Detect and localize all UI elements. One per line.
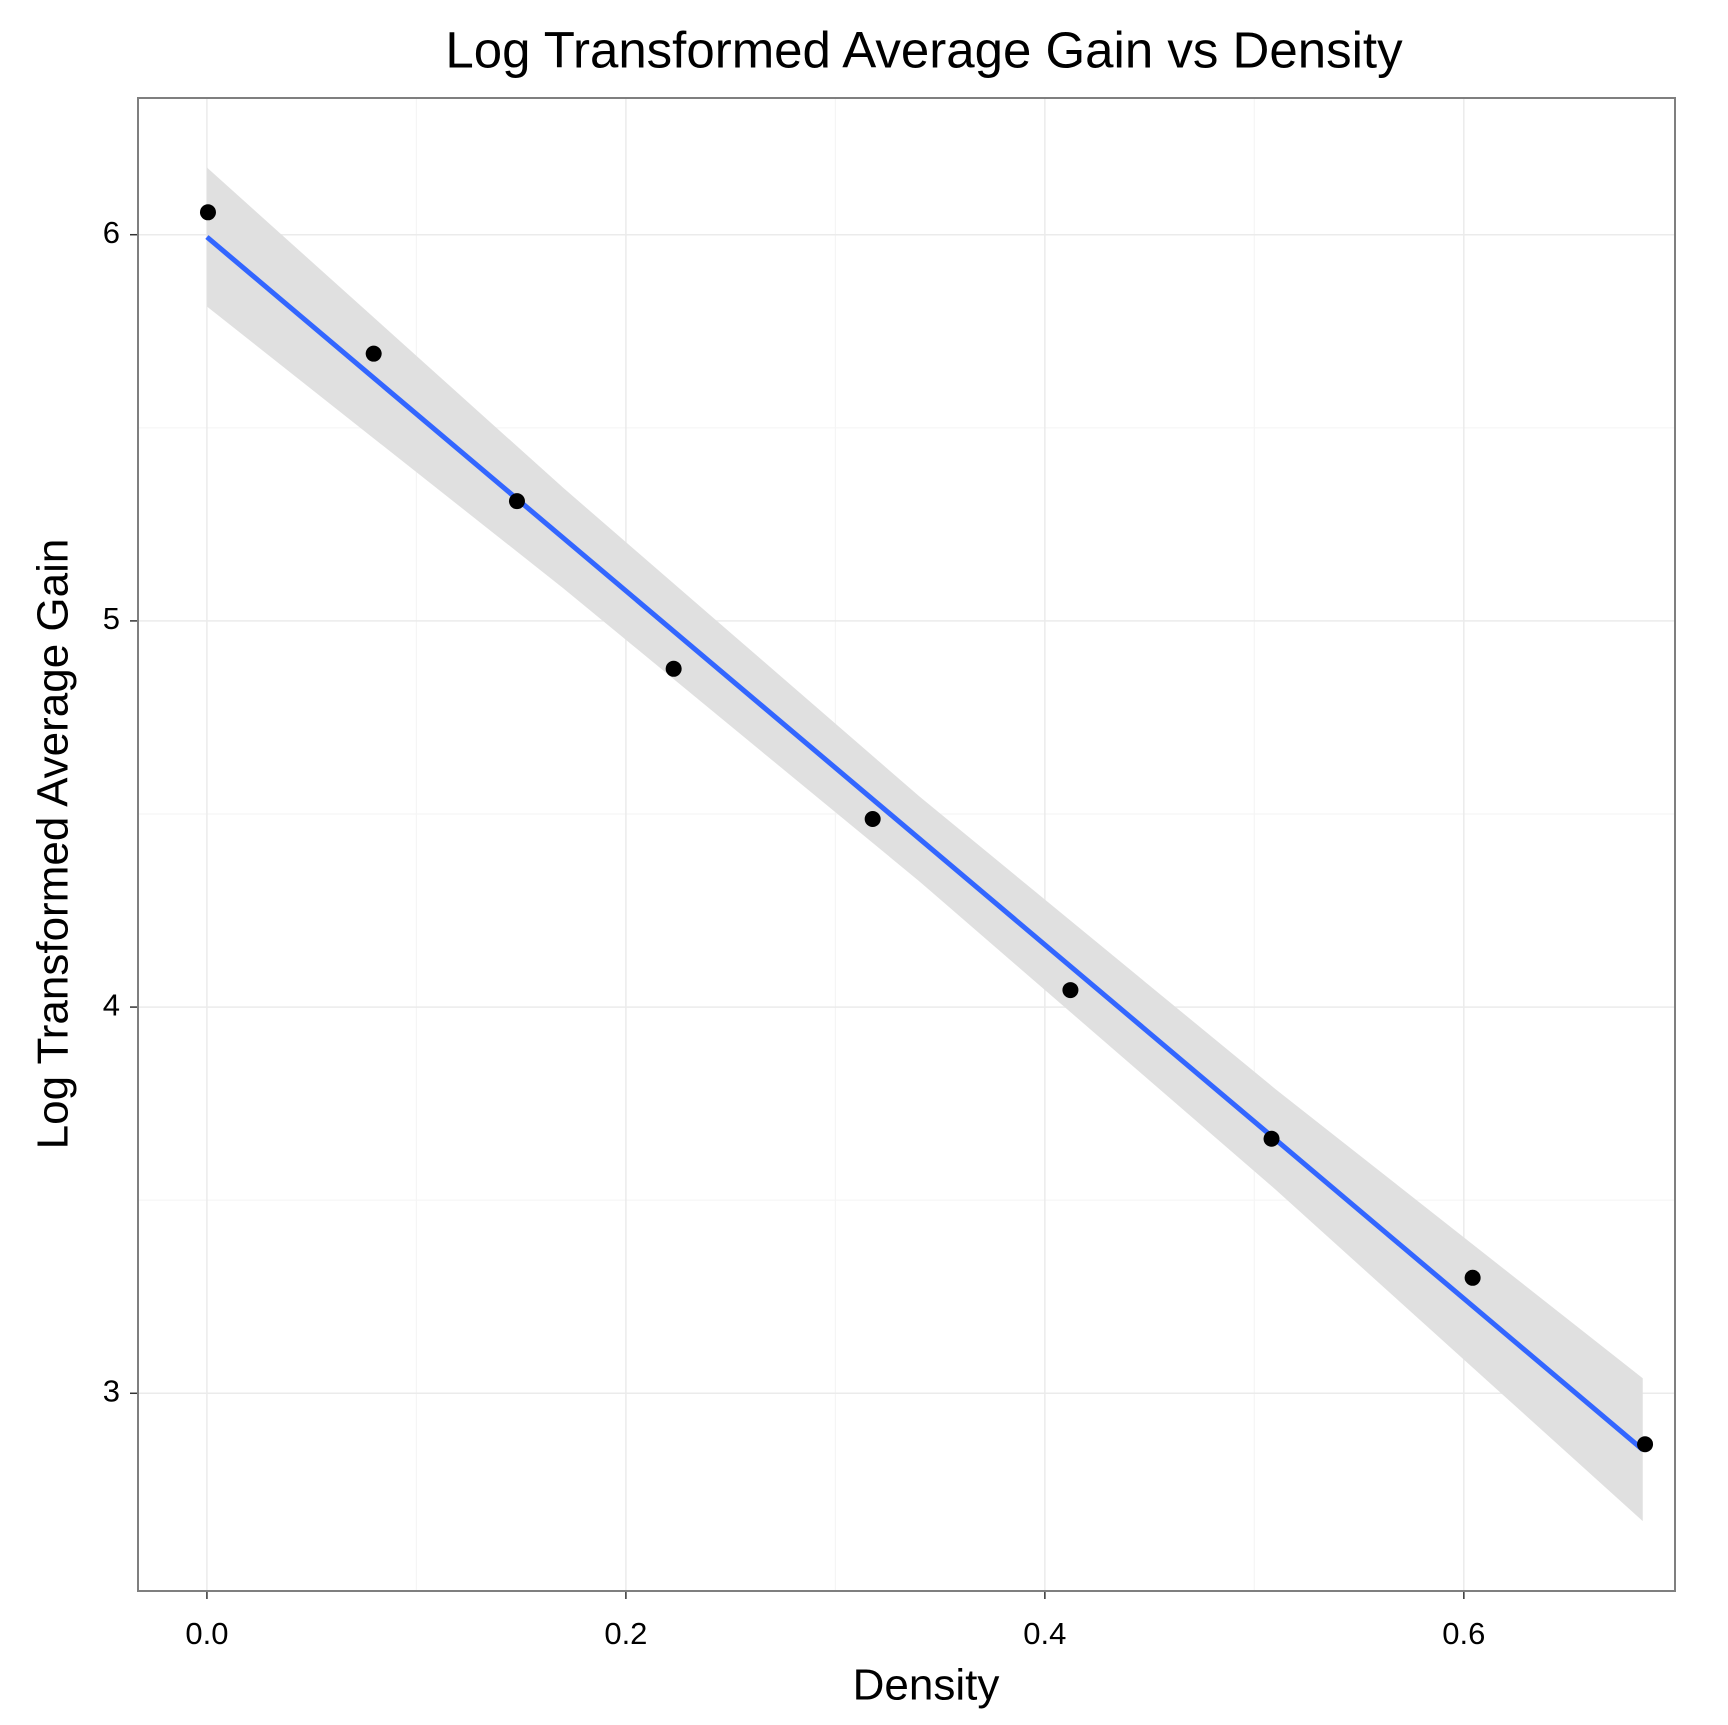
data-point [1464,1269,1481,1286]
y-tick-label: 6 [103,215,120,250]
data-point [508,493,525,510]
data-point [199,204,216,221]
x-tick-label: 0.4 [1023,1616,1066,1651]
chart-title: Log Transformed Average Gain vs Density [445,21,1403,78]
y-tick-label: 3 [103,1373,120,1408]
data-point [1637,1436,1654,1453]
x-axis-title: Density [853,1661,1000,1710]
data-point [365,345,382,362]
x-tick-label: 0.0 [185,1616,228,1651]
x-tick-label: 0.2 [604,1616,647,1651]
panel-border [137,97,1676,1592]
data-point [864,811,881,828]
y-tick-label: 4 [103,987,120,1022]
data-point [665,660,682,677]
fit-line [205,235,1645,1452]
y-axis-title: Log Transformed Average Gain [29,539,78,1150]
data-point [1263,1130,1280,1147]
data-point [1062,982,1079,999]
y-tick-label: 5 [103,601,120,636]
x-tick-label: 0.6 [1442,1616,1485,1651]
